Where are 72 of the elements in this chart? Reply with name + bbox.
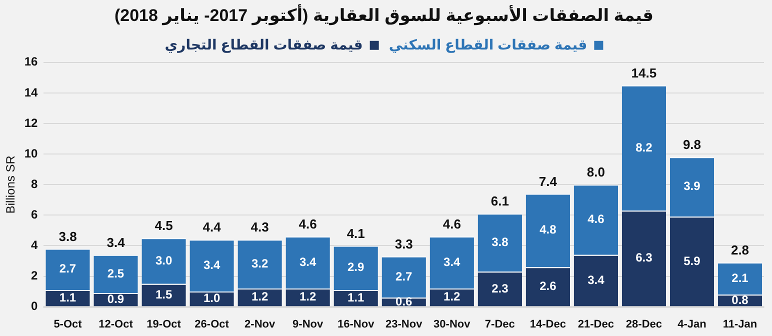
- data-label: 6.3: [636, 250, 653, 265]
- data-label: 2.7: [59, 262, 76, 276]
- data-label: 1.0: [203, 291, 220, 306]
- chart-title: قيمة الصفقات الأسبوعية للسوق العقارية (أكتوبر 2017- يناير 2018): [114, 4, 654, 26]
- data-label: 3.9: [684, 179, 701, 194]
- data-label: 1.1: [59, 290, 76, 304]
- total-label: 4.5: [154, 218, 173, 234]
- total-label: 3.3: [394, 236, 413, 252]
- y-tick-label: 14: [24, 85, 38, 100]
- total-label: 3.8: [58, 228, 77, 244]
- y-tick-label: 0: [31, 299, 38, 314]
- data-label: 3.8: [492, 234, 509, 249]
- data-label: 1.2: [251, 290, 268, 304]
- y-tick-label: 8: [31, 176, 38, 191]
- total-label: 2.8: [730, 242, 750, 258]
- total-label: 4.6: [298, 216, 317, 232]
- total-label: 6.1: [490, 194, 509, 209]
- data-label: 3.2: [251, 256, 268, 270]
- total-label: 8.0: [586, 164, 605, 180]
- y-tick-label: 6: [31, 207, 38, 222]
- total-label: 4.4: [202, 220, 222, 235]
- y-tick-label: 12: [24, 116, 38, 130]
- data-label: 2.1: [732, 270, 749, 285]
- x-tick-label: 11-Jan: [722, 318, 758, 330]
- data-label: 0.9: [107, 292, 124, 306]
- data-label: 8.2: [636, 140, 653, 154]
- x-tick-label: 30-Nov: [434, 318, 472, 330]
- data-label: 0.8: [732, 292, 749, 307]
- data-label: 1.1: [348, 290, 365, 304]
- x-tick-label: 16-Nov: [338, 318, 376, 330]
- data-label: 3.4: [444, 254, 461, 269]
- x-tick-label: 28-Dec: [626, 318, 662, 330]
- total-label: 4.6: [442, 216, 461, 232]
- data-label: 4.8: [540, 222, 557, 237]
- x-tick-label: 7-Dec: [484, 318, 515, 330]
- x-tick-label: 4-Jan: [678, 318, 707, 330]
- x-tick-label: 5-Oct: [54, 318, 82, 330]
- x-tick-label: 21-Dec: [578, 318, 614, 330]
- x-tick-label: 14-Dec: [530, 318, 566, 330]
- data-label: 3.4: [203, 258, 220, 272]
- y-tick-label: 10: [24, 146, 38, 160]
- y-axis-title: Billions SR: [4, 155, 18, 214]
- total-label: 7.4: [538, 174, 558, 189]
- data-label: 2.6: [540, 279, 557, 294]
- total-label: 9.8: [682, 137, 702, 152]
- data-label: 2.9: [348, 260, 365, 274]
- x-tick-label: 26-Oct: [194, 318, 230, 330]
- x-tick-label: 9-Nov: [292, 318, 324, 330]
- y-tick-label: 4: [31, 238, 38, 252]
- data-label: 1.5: [155, 287, 172, 302]
- x-tick-label: 19-Oct: [146, 318, 182, 330]
- data-label: 1.2: [444, 290, 461, 304]
- total-label: 3.4: [106, 234, 126, 250]
- legend-label: قيمة صفقات القطاع التجاري: [164, 36, 363, 54]
- data-label: 2.7: [396, 269, 413, 284]
- data-label: 3.4: [588, 272, 605, 287]
- data-label: 2.5: [107, 266, 124, 280]
- total-label: 4.1: [346, 226, 365, 241]
- data-label: 4.6: [588, 212, 605, 226]
- data-label: 3.4: [299, 254, 317, 269]
- x-tick-label: 23-Nov: [386, 318, 424, 330]
- y-tick-label: 2: [31, 268, 38, 283]
- legend-label: قيمة صفقات القطاع السكني: [388, 36, 588, 54]
- data-label: 2.3: [492, 281, 509, 296]
- data-label: 5.9: [684, 254, 701, 268]
- total-label: 4.3: [250, 220, 269, 235]
- total-label: 14.5: [631, 65, 657, 80]
- x-tick-label: 12-Oct: [98, 318, 134, 330]
- data-label: 1.2: [299, 290, 317, 304]
- x-tick-label: 2-Nov: [244, 318, 276, 330]
- data-label: 3.0: [155, 253, 172, 268]
- y-tick-label: 16: [24, 54, 38, 69]
